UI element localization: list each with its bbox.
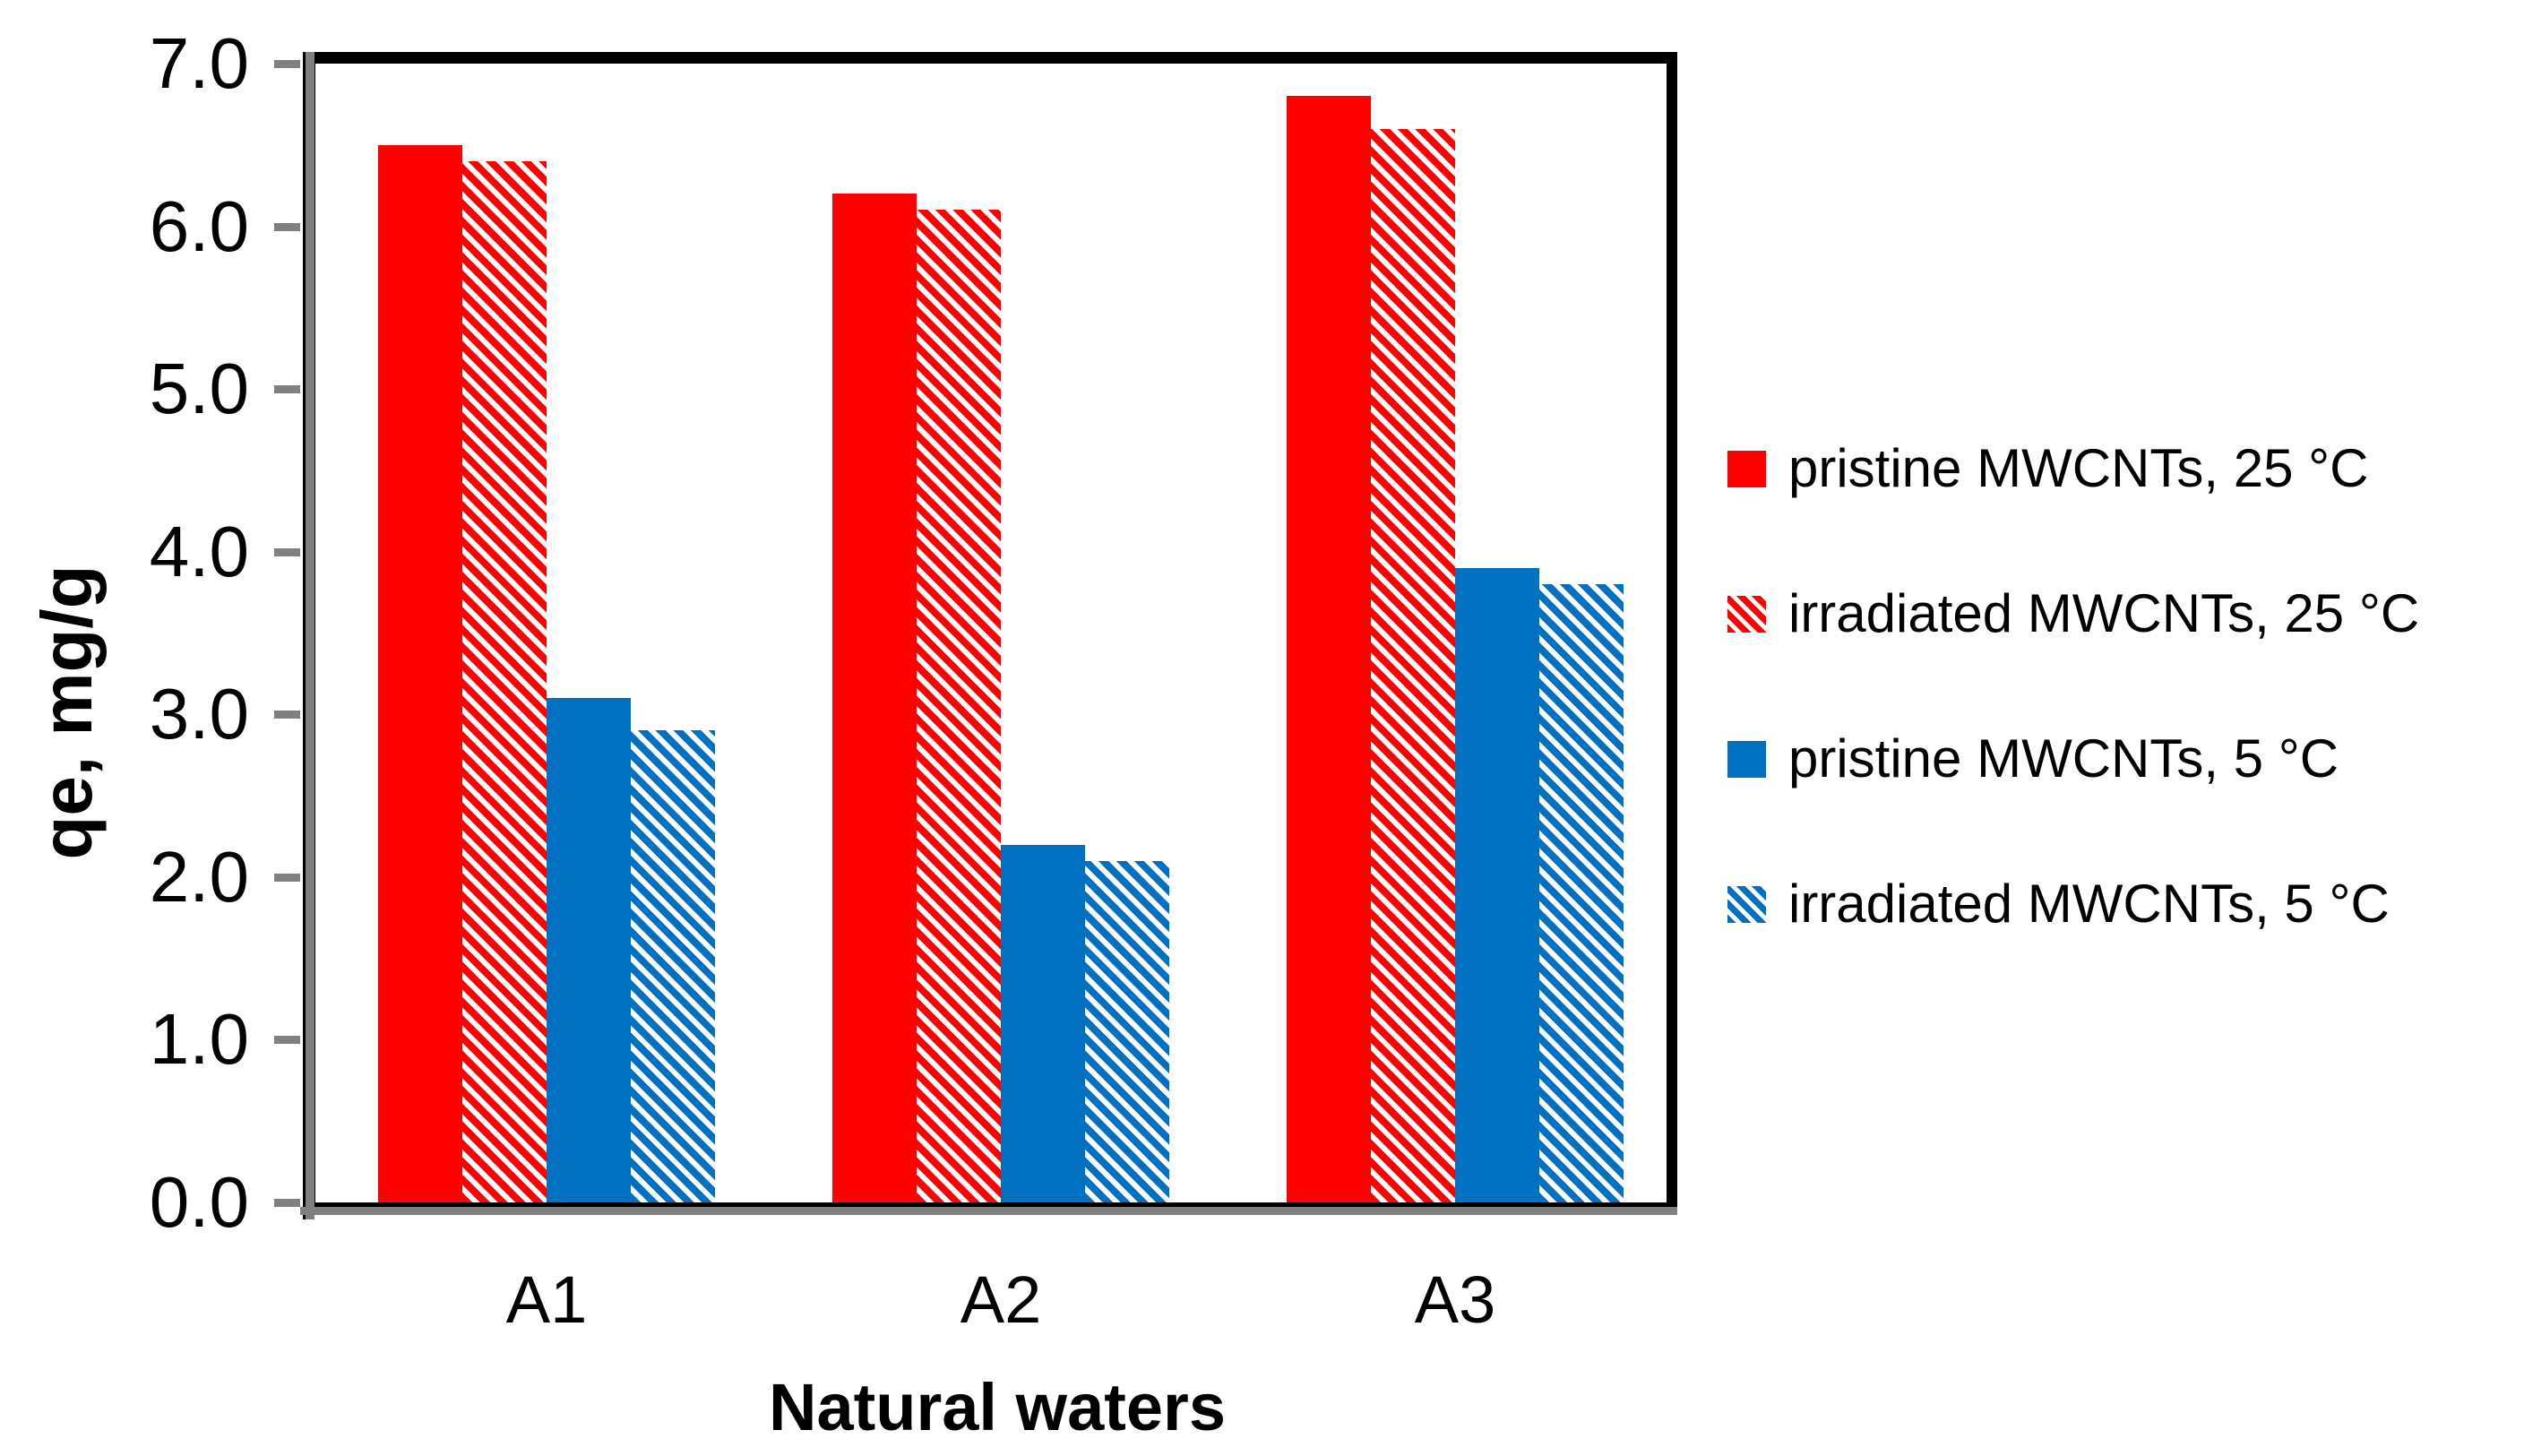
y-tick-mark-3 <box>274 711 300 719</box>
y-tick-label-1: 1.0 <box>149 999 249 1080</box>
legend-item-4: irradiated MWCNTs, 5 °C <box>1727 874 2419 934</box>
legend-label: irradiated MWCNTs, 25 °C <box>1788 583 2420 643</box>
bar-A1-series1 <box>378 145 462 1202</box>
bar-A1-series2 <box>462 161 547 1202</box>
y-tick-label-6: 6.0 <box>149 185 249 266</box>
y-tick-mark-4 <box>274 547 300 556</box>
x-category-label-A1: A1 <box>505 1262 588 1337</box>
x-category-label-A2: A2 <box>960 1262 1042 1337</box>
bar-A3-series3 <box>1455 568 1539 1202</box>
bar-A1-series4 <box>631 730 715 1202</box>
x-axis-line <box>300 1207 1677 1215</box>
bar-A2-series3 <box>1001 845 1085 1202</box>
bar-A2-series1 <box>832 194 917 1202</box>
bar-A1-series3 <box>547 698 631 1202</box>
y-tick-label-2: 2.0 <box>149 836 249 917</box>
bar-A3-series2 <box>1371 129 1455 1202</box>
legend-item-3: pristine MWCNTs, 5 °C <box>1727 729 2419 788</box>
legend-swatch-solid-icon <box>1727 450 1766 487</box>
legend-item-1: pristine MWCNTs, 25 °C <box>1727 439 2419 498</box>
bar-A3-series4 <box>1539 584 1624 1202</box>
bar-A2-series4 <box>1085 861 1169 1202</box>
y-tick-label-5: 5.0 <box>149 349 249 429</box>
bar-A2-series2 <box>917 210 1001 1202</box>
legend-swatch-hatched-icon <box>1727 885 1766 923</box>
y-tick-mark-2 <box>274 873 300 882</box>
y-tick-mark-6 <box>274 222 300 231</box>
legend-item-2: irradiated MWCNTs, 25 °C <box>1727 584 2419 643</box>
y-axis-line <box>303 52 314 1219</box>
y-tick-label-0: 0.0 <box>149 1162 249 1242</box>
x-axis-title: Natural waters <box>769 1370 1226 1444</box>
y-tick-label-4: 4.0 <box>149 511 249 591</box>
legend-swatch-solid-icon <box>1727 740 1766 778</box>
y-tick-mark-7 <box>274 60 300 68</box>
legend-label: irradiated MWCNTs, 5 °C <box>1788 874 2390 934</box>
y-tick-label-3: 3.0 <box>149 674 249 754</box>
legend-swatch-hatched-icon <box>1727 595 1766 633</box>
y-tick-mark-0 <box>274 1199 300 1207</box>
legend-label: pristine MWCNTs, 5 °C <box>1788 728 2339 788</box>
y-tick-mark-1 <box>274 1036 300 1045</box>
y-tick-mark-5 <box>274 385 300 394</box>
y-tick-label-7: 7.0 <box>149 23 249 103</box>
legend-label: pristine MWCNTs, 25 °C <box>1788 438 2369 498</box>
plot-area <box>274 52 1677 1219</box>
bar-A3-series1 <box>1287 96 1371 1202</box>
x-category-label-A3: A3 <box>1414 1262 1496 1337</box>
legend: pristine MWCNTs, 25 °C irradiated MWCNTs,… <box>1727 439 2419 934</box>
